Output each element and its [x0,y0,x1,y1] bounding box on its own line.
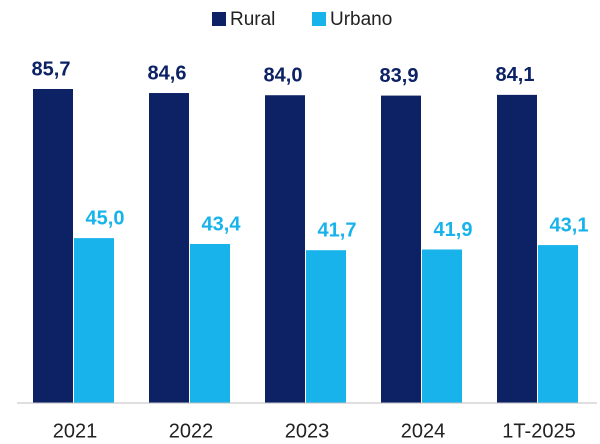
bar [538,245,578,403]
value-label: 84,0 [264,65,303,87]
bar [265,95,305,404]
x-tick-label: 2024 [401,420,446,442]
value-label: 43,1 [550,214,589,236]
value-label: 84,1 [496,64,535,86]
legend-swatch [312,12,326,26]
x-tick-label: 2023 [285,420,330,442]
x-tick-label: 2021 [53,420,98,442]
value-label: 84,6 [148,62,187,84]
bar [149,93,189,404]
value-label: 41,9 [434,219,473,241]
legend-swatch [212,12,226,26]
bar [381,95,421,404]
value-label: 85,7 [32,58,71,80]
x-tick-label: 2022 [169,420,214,442]
x-tick-label: 1T-2025 [502,420,575,442]
bar [190,243,230,403]
bar [33,89,73,403]
bar [497,94,537,404]
bar [74,238,114,403]
value-label: 41,7 [318,219,357,241]
legend-label: Urbano [330,9,392,30]
value-label: 45,0 [86,207,125,229]
value-label: 43,4 [202,213,242,235]
value-label: 83,9 [380,65,419,87]
bar [422,249,462,403]
bar [306,250,346,403]
legend-label: Rural [230,9,275,30]
